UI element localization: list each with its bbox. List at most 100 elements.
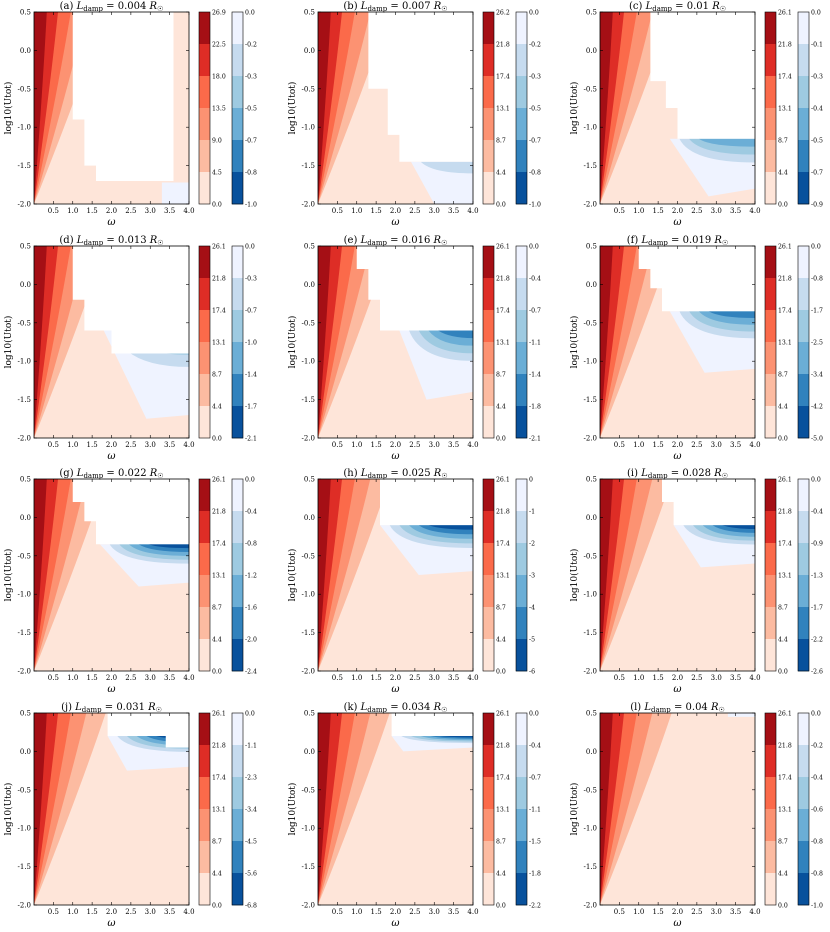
x-tick-label: 2.5 xyxy=(691,674,702,682)
y-tick-label: -1.0 xyxy=(584,124,598,132)
y-tick-label: -1.5 xyxy=(584,162,598,170)
y-axis-label: log10(Utot) xyxy=(287,82,298,135)
red-colorbar-segment xyxy=(199,12,210,45)
masked-region xyxy=(72,479,189,545)
blue-colorbar-tick: -0.9 xyxy=(811,202,823,209)
x-tick-label: 2.0 xyxy=(672,674,683,682)
title-L: L xyxy=(640,468,648,479)
title-sub: damp xyxy=(83,5,103,13)
title-sun: ☉ xyxy=(157,5,163,13)
y-tick-label: 0.0 xyxy=(586,47,597,55)
y-tick-label: -1.0 xyxy=(302,358,316,366)
blue-colorbar-segment xyxy=(232,713,243,746)
panel-c: 0.5 1.0 1.5 2.0 2.5 3.0 3.5 4.0 0.5 0.0 -0.5 -1.0 -1… xyxy=(569,1,823,228)
y-tick-label: -1.0 xyxy=(18,591,32,599)
plot-area xyxy=(318,12,473,204)
red-colorbar-tick: 21.8 xyxy=(496,743,510,750)
x-tick-label: 2.0 xyxy=(390,441,401,449)
x-axis-label: ω xyxy=(391,918,399,929)
title-sun: ☉ xyxy=(722,239,728,247)
red-colorbar-tick: 17.4 xyxy=(496,775,510,782)
red-colorbar-tick: 8.7 xyxy=(778,839,788,846)
masked-region xyxy=(72,12,174,181)
red-colorbar-segment xyxy=(483,342,494,375)
blue-colorbar-tick: -0.7 xyxy=(529,138,541,145)
x-tick-label: 4.0 xyxy=(749,441,760,449)
x-tick-label: 3.5 xyxy=(448,207,459,215)
title-value: = 0.007 xyxy=(387,1,434,12)
blue-colorbar-segment xyxy=(232,543,243,576)
red-colorbar-tick: 26.1 xyxy=(212,477,226,484)
red-colorbar-tick: 4.4 xyxy=(212,871,222,878)
y-tick-label: 0.0 xyxy=(586,748,597,756)
x-tick-label: 0.5 xyxy=(614,908,625,916)
blue-colorbar-tick: 0.0 xyxy=(245,477,255,484)
x-tick-label: 2.0 xyxy=(672,207,683,215)
x-tick-label: 2.0 xyxy=(106,207,117,215)
blue-band-0 xyxy=(103,330,189,419)
blue-colorbar-tick: -0.4 xyxy=(811,106,823,113)
title-value: = 0.004 xyxy=(103,1,150,12)
blue-colorbar-tick: -0.3 xyxy=(245,74,257,81)
panel-k: 0.5 1.0 1.5 2.0 2.5 3.0 3.5 4.0 0.5 0.0 -0.5 -1.0 -1… xyxy=(287,702,541,929)
blue-colorbar-tick: -2.2 xyxy=(811,637,823,644)
blue-colorbar-frame xyxy=(797,712,810,906)
masked-region xyxy=(356,246,473,331)
blue-colorbar-tick: -0.7 xyxy=(529,775,541,782)
x-tick-label: 3.5 xyxy=(164,908,175,916)
blue-colorbar-tick: -2.1 xyxy=(245,436,257,443)
blue-colorbar-segment xyxy=(232,278,243,311)
plot-area xyxy=(600,12,755,204)
x-tick-label: 4.0 xyxy=(749,207,760,215)
y-tick-label: 0.5 xyxy=(304,243,315,251)
blue-colorbar-segment xyxy=(798,108,809,141)
y-tick-label: -2.0 xyxy=(302,435,316,443)
red-colorbar-tick: 8.7 xyxy=(496,605,506,612)
x-tick-label: 2.5 xyxy=(691,441,702,449)
panel-title: (g) Ldamp = 0.022 R☉ xyxy=(59,468,163,480)
panel-title: (j) Ldamp = 0.031 R☉ xyxy=(61,702,162,714)
title-value: = 0.025 xyxy=(387,468,434,479)
y-tick-label: 0.5 xyxy=(20,9,31,17)
title-sun: ☉ xyxy=(441,706,447,714)
blue-colorbar-segment xyxy=(232,76,243,109)
y-tick-label: -1.5 xyxy=(584,863,598,871)
title-value: = 0.01 xyxy=(672,1,712,12)
red-colorbar-tick: 13.1 xyxy=(496,807,510,814)
blue-colorbar-tick: -2.1 xyxy=(529,436,541,443)
red-colorbar-tick: 13.1 xyxy=(212,340,226,347)
blue-colorbar-tick: -1.1 xyxy=(245,743,257,750)
blue-colorbar-tick: -6.8 xyxy=(245,903,257,910)
panel-h: 0.5 1.0 1.5 2.0 2.5 3.0 3.5 4.0 0.5 0.0 -0.5 -1.0 -1… xyxy=(287,468,535,695)
blue-colorbar-segment xyxy=(516,543,527,576)
x-tick-label: 3.0 xyxy=(711,441,722,449)
red-band-5 xyxy=(34,246,47,438)
red-colorbar-frame xyxy=(764,712,777,906)
red-colorbar-tick: 21.8 xyxy=(496,509,510,516)
red-colorbar-tick: 0.0 xyxy=(212,436,222,443)
plot-area xyxy=(34,713,189,905)
x-tick-label: 3.0 xyxy=(429,908,440,916)
blue-colorbar-tick: -1.0 xyxy=(811,903,823,910)
red-colorbar-segment xyxy=(483,873,494,906)
red-colorbar-frame xyxy=(482,11,495,205)
y-tick-label: -2.0 xyxy=(584,668,598,676)
blue-colorbar-segment xyxy=(798,172,809,205)
red-colorbar-segment xyxy=(765,12,776,45)
title-value: = 0.031 xyxy=(102,702,149,713)
panel-title: (d) Ldamp = 0.013 R☉ xyxy=(59,235,163,247)
y-tick-label: -1.5 xyxy=(18,629,32,637)
red-band-5 xyxy=(318,479,331,671)
x-axis-label: ω xyxy=(391,217,399,228)
y-tick-label: -1.5 xyxy=(302,162,316,170)
x-tick-label: 0.5 xyxy=(332,908,343,916)
blue-colorbar-tick: -0.8 xyxy=(811,276,823,283)
red-colorbar-segment xyxy=(765,639,776,672)
red-colorbar-segment xyxy=(483,479,494,512)
panel-title: (b) Ldamp = 0.007 R☉ xyxy=(343,1,447,13)
y-tick-label: 0.0 xyxy=(20,281,31,289)
red-band-5 xyxy=(318,713,331,905)
red-colorbar-tick: 26.1 xyxy=(212,711,226,718)
x-tick-label: 0.5 xyxy=(332,674,343,682)
blue-colorbar-tick: -1 xyxy=(529,509,535,516)
